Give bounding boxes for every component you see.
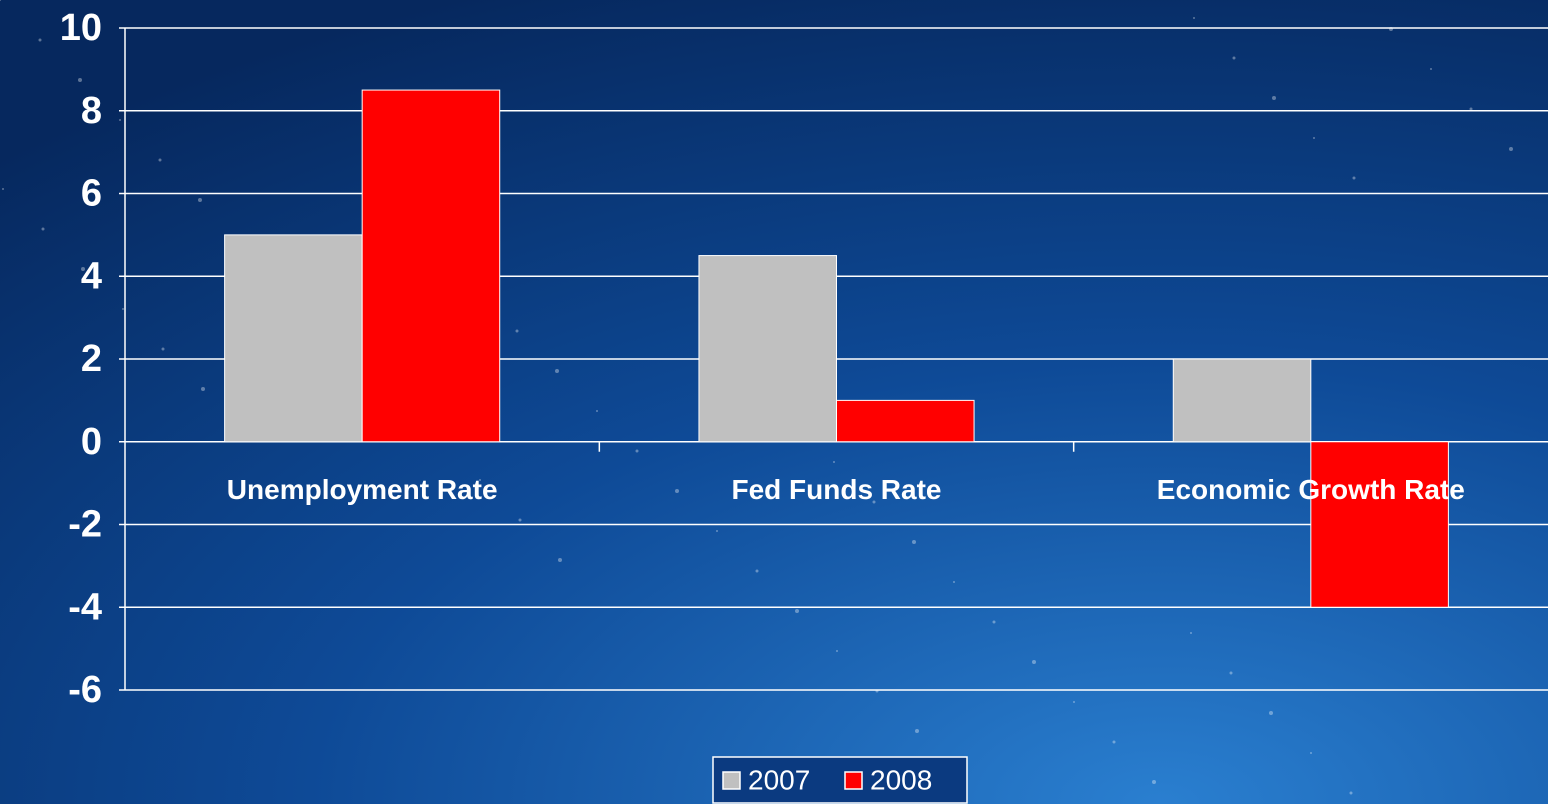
- legend-label: 2008: [870, 764, 932, 795]
- star: [872, 500, 876, 504]
- star: [1073, 701, 1075, 703]
- legend-label: 2007: [748, 764, 810, 795]
- star: [1269, 711, 1273, 715]
- star: [1232, 56, 1236, 60]
- star: [515, 329, 519, 333]
- bar: [1172, 358, 1312, 443]
- star: [596, 410, 598, 412]
- star: [78, 78, 82, 82]
- star: [833, 461, 835, 463]
- star: [0, 0, 1, 1]
- star: [716, 530, 718, 532]
- star: [1112, 740, 1116, 744]
- y-tick-label: 2: [81, 338, 102, 380]
- star: [1349, 791, 1353, 795]
- y-tick-label: 8: [81, 90, 102, 132]
- star: [1352, 176, 1356, 180]
- star: [1190, 632, 1192, 634]
- star: [81, 267, 85, 271]
- y-tick-label: 6: [81, 173, 102, 215]
- star: [1229, 671, 1233, 675]
- star: [1272, 96, 1276, 100]
- x-tick-label: Economic Growth Rate: [1157, 474, 1465, 505]
- star: [1313, 137, 1315, 139]
- star: [1469, 107, 1473, 111]
- y-tick-label: 10: [60, 7, 102, 49]
- star: [38, 38, 42, 42]
- star: [953, 581, 955, 583]
- star: [912, 540, 916, 544]
- legend-box: [712, 756, 968, 804]
- y-tick-label: 4: [81, 255, 102, 297]
- star: [1193, 17, 1195, 19]
- star: [122, 308, 124, 310]
- x-tick-label: Fed Funds Rate: [731, 474, 941, 505]
- star: [158, 158, 162, 162]
- star: [992, 620, 996, 624]
- star: [675, 489, 679, 493]
- star: [1509, 147, 1513, 151]
- legend-swatch: [844, 771, 863, 790]
- y-tick-label: -2: [68, 504, 102, 546]
- star: [2, 188, 4, 190]
- star: [836, 650, 838, 652]
- bar: [1310, 441, 1449, 608]
- star: [1430, 68, 1432, 70]
- star: [635, 449, 639, 453]
- star: [915, 729, 919, 733]
- bar: [698, 255, 838, 443]
- y-tick-label: -4: [68, 586, 102, 628]
- star: [201, 387, 205, 391]
- star: [119, 119, 121, 121]
- star: [161, 347, 165, 351]
- bar: [836, 399, 975, 443]
- star: [1310, 752, 1312, 754]
- y-tick-label: 0: [81, 421, 102, 463]
- y-tick-label: -6: [68, 669, 102, 711]
- bar: [361, 89, 501, 443]
- star: [795, 609, 799, 613]
- star: [558, 558, 562, 562]
- star: [1152, 780, 1156, 784]
- star: [1032, 660, 1036, 664]
- x-tick-label: Unemployment Rate: [227, 474, 498, 505]
- legend-swatch: [722, 771, 741, 790]
- bar: [224, 234, 363, 443]
- star: [555, 369, 559, 373]
- star: [41, 227, 45, 231]
- star: [479, 479, 481, 481]
- star: [198, 198, 202, 202]
- star: [755, 569, 759, 573]
- star: [518, 518, 522, 522]
